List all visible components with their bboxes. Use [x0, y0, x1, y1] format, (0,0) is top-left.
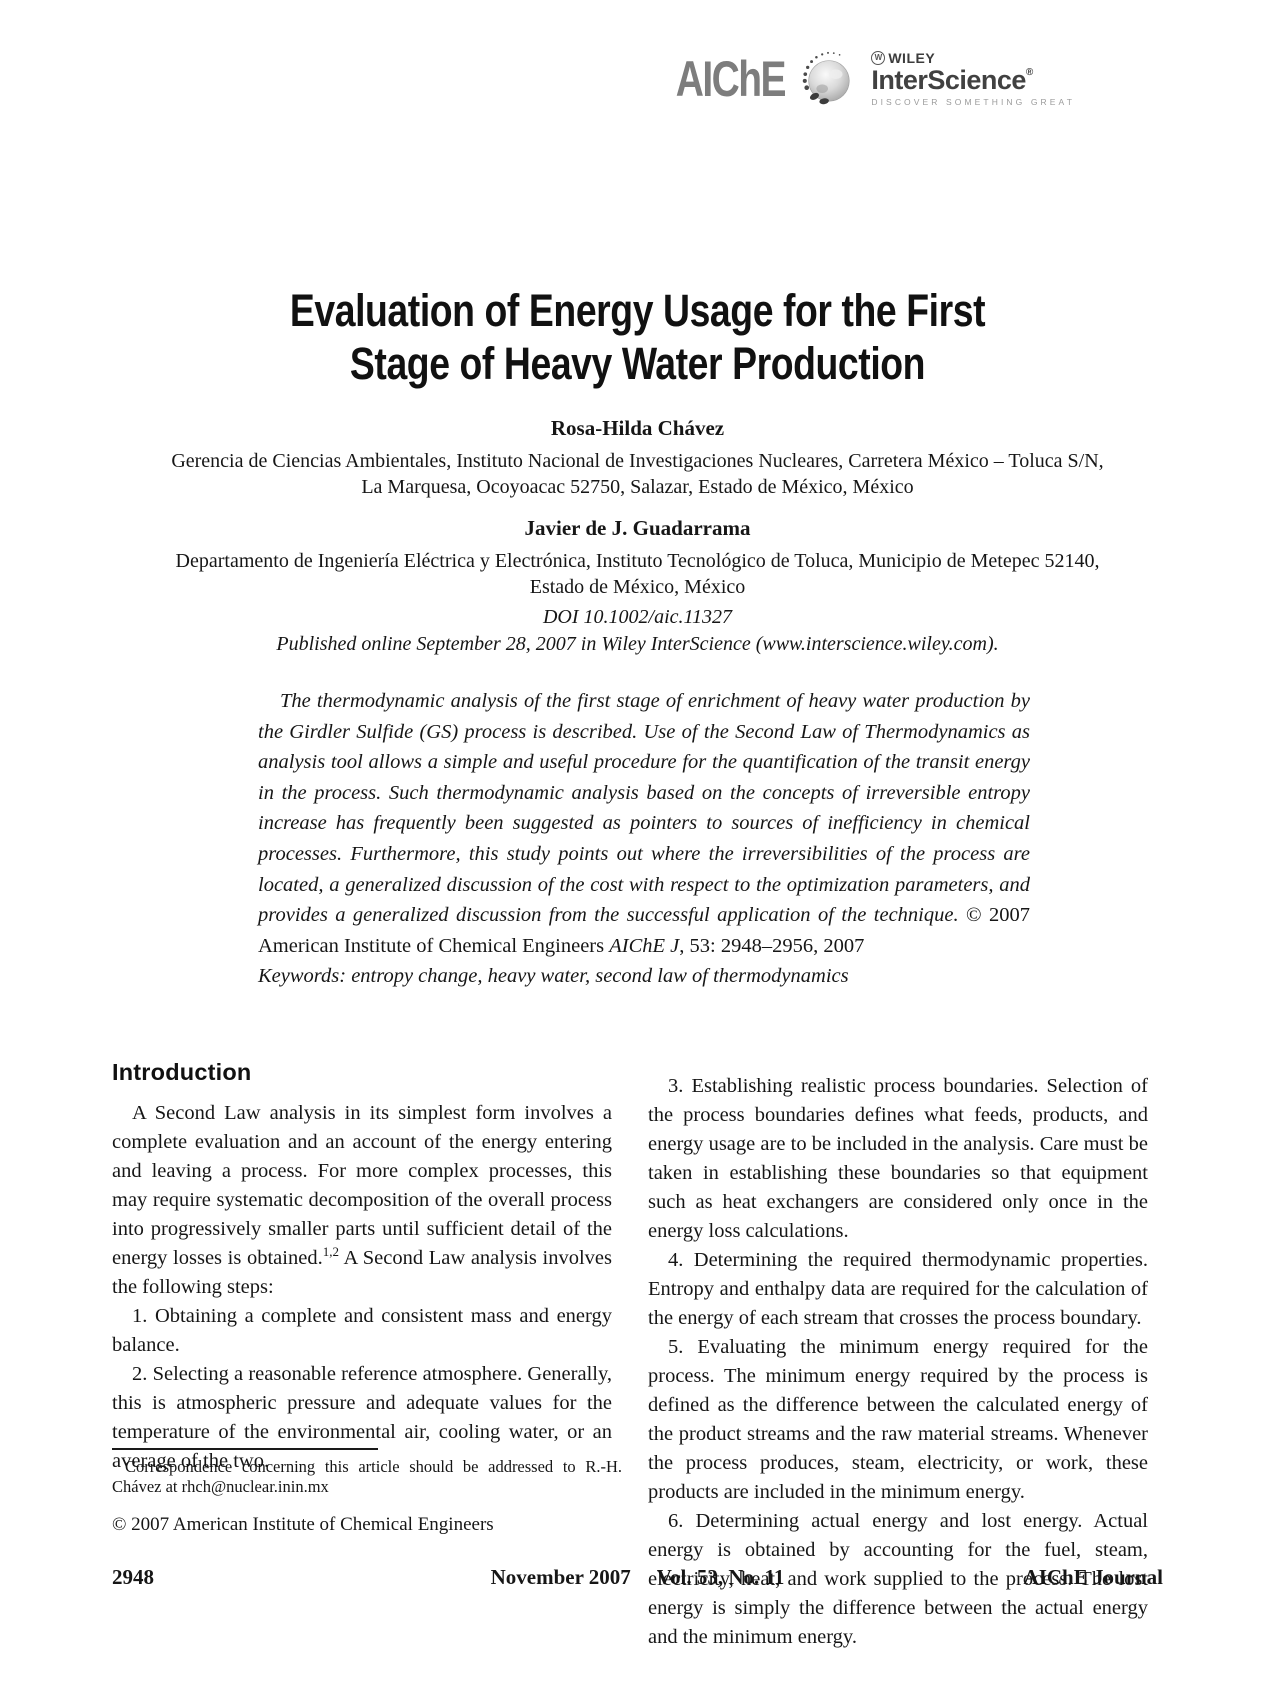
- copyright-line: © 2007 American Institute of Chemical En…: [112, 1514, 494, 1535]
- article-title-line1: Evaluation of Energy Usage for the First: [289, 285, 986, 336]
- footer-issue-info: November 2007 Vol. 53, No. 11: [112, 1565, 1163, 1590]
- publisher-logos: AIChE: [645, 48, 1075, 110]
- abstract-journal-ref: AIChE J: [609, 934, 680, 957]
- author-affiliation-line: Gerencia de Ciencias Ambientales, Instit…: [171, 450, 1104, 472]
- abstract-copyright-text: © 2007 American Institute of Chemical En…: [258, 904, 1030, 957]
- step-item-5: 5. Evaluating the minimum energy require…: [648, 1336, 1148, 1503]
- author-block-1: Rosa-Hilda Chávez Gerencia de Ciencias A…: [0, 416, 1275, 500]
- author-name: Rosa-Hilda Chávez: [550, 416, 725, 440]
- published-online-line: Published online September 28, 2007 in W…: [276, 633, 999, 655]
- keywords-line: Keywords: entropy change, heavy water, s…: [258, 965, 849, 988]
- interscience-tagline: DISCOVER SOMETHING GREAT: [871, 97, 1075, 108]
- author-name: Javier de J. Guadarrama: [524, 516, 751, 540]
- interscience-label: InterScience: [871, 64, 1026, 95]
- author-affiliation-line: Departamento de Ingeniería Eléctrica y E…: [175, 550, 1100, 572]
- article-title-line2: Stage of Heavy Water Production: [349, 338, 926, 390]
- author-affiliation-line: Estado de México, México: [529, 576, 746, 598]
- page-number: 2948: [112, 1565, 154, 1589]
- doi-block: DOI 10.1002/aic.11327 Published online S…: [0, 604, 1275, 658]
- aiche-logo: AIChE: [676, 51, 787, 107]
- intro-paragraph-1: A Second Law analysis in its simplest fo…: [112, 1099, 612, 1302]
- step-item-6: 6. Determining actual energy and lost en…: [648, 1510, 1148, 1648]
- step-item-1: 1. Obtaining a complete and consistent m…: [112, 1305, 612, 1356]
- footnote-rule: [112, 1448, 378, 1450]
- intro-paragraph-1-text: A Second Law analysis in its simplest fo…: [112, 1102, 612, 1269]
- abstract-italic-text: The thermodynamic analysis of the first …: [258, 690, 1030, 927]
- step-item-3: 3. Establishing realistic process bounda…: [648, 1075, 1148, 1242]
- wiley-label: WILEY: [888, 50, 936, 67]
- step-item-2: 2. Selecting a reasonable reference atmo…: [112, 1363, 612, 1472]
- abstract-citation: , 53: 2948–2956, 2007: [679, 934, 865, 957]
- doi-line: DOI 10.1002/aic.11327: [542, 606, 733, 628]
- intro-paragraph-1-tail: A Second Law analysis involves the follo…: [112, 1247, 612, 1298]
- interscience-wordmark: InterScience®: [871, 66, 1075, 94]
- journal-name: AIChE Journal: [1023, 1565, 1163, 1589]
- wiley-w-icon: W: [871, 51, 886, 66]
- registered-mark: ®: [1025, 66, 1033, 78]
- abstract-paragraph: The thermodynamic analysis of the first …: [258, 686, 1030, 961]
- wiley-wordmark: W WILEY: [871, 51, 1075, 66]
- globe-icon: [803, 51, 850, 105]
- step-item-4: 4. Determining the required thermodynami…: [648, 1249, 1148, 1329]
- article-title: Evaluation of Energy Usage for the First…: [108, 284, 1166, 390]
- correspondence-footnote: Correspondence concerning this article s…: [112, 1448, 622, 1497]
- wiley-interscience-logo: W WILEY InterScience® DISCOVER SOMETHING…: [871, 51, 1075, 107]
- correspondence-text: Correspondence concerning this article s…: [112, 1457, 622, 1496]
- author-affiliation-line: La Marquesa, Ocoyoacac 52750, Salazar, E…: [361, 476, 914, 498]
- reference-superscript: 1,2: [322, 1244, 339, 1259]
- footer-volume: Vol. 53, No. 11: [656, 1565, 785, 1589]
- footer-date: November 2007: [490, 1565, 631, 1589]
- introduction-heading: Introduction: [112, 1059, 252, 1085]
- right-column: 3. Establishing realistic process bounda…: [648, 1058, 1148, 1652]
- left-column: Introduction A Second Law analysis in it…: [112, 1058, 612, 1476]
- author-block-2: Javier de J. Guadarrama Departamento de …: [0, 516, 1275, 600]
- abstract: The thermodynamic analysis of the first …: [258, 686, 1030, 992]
